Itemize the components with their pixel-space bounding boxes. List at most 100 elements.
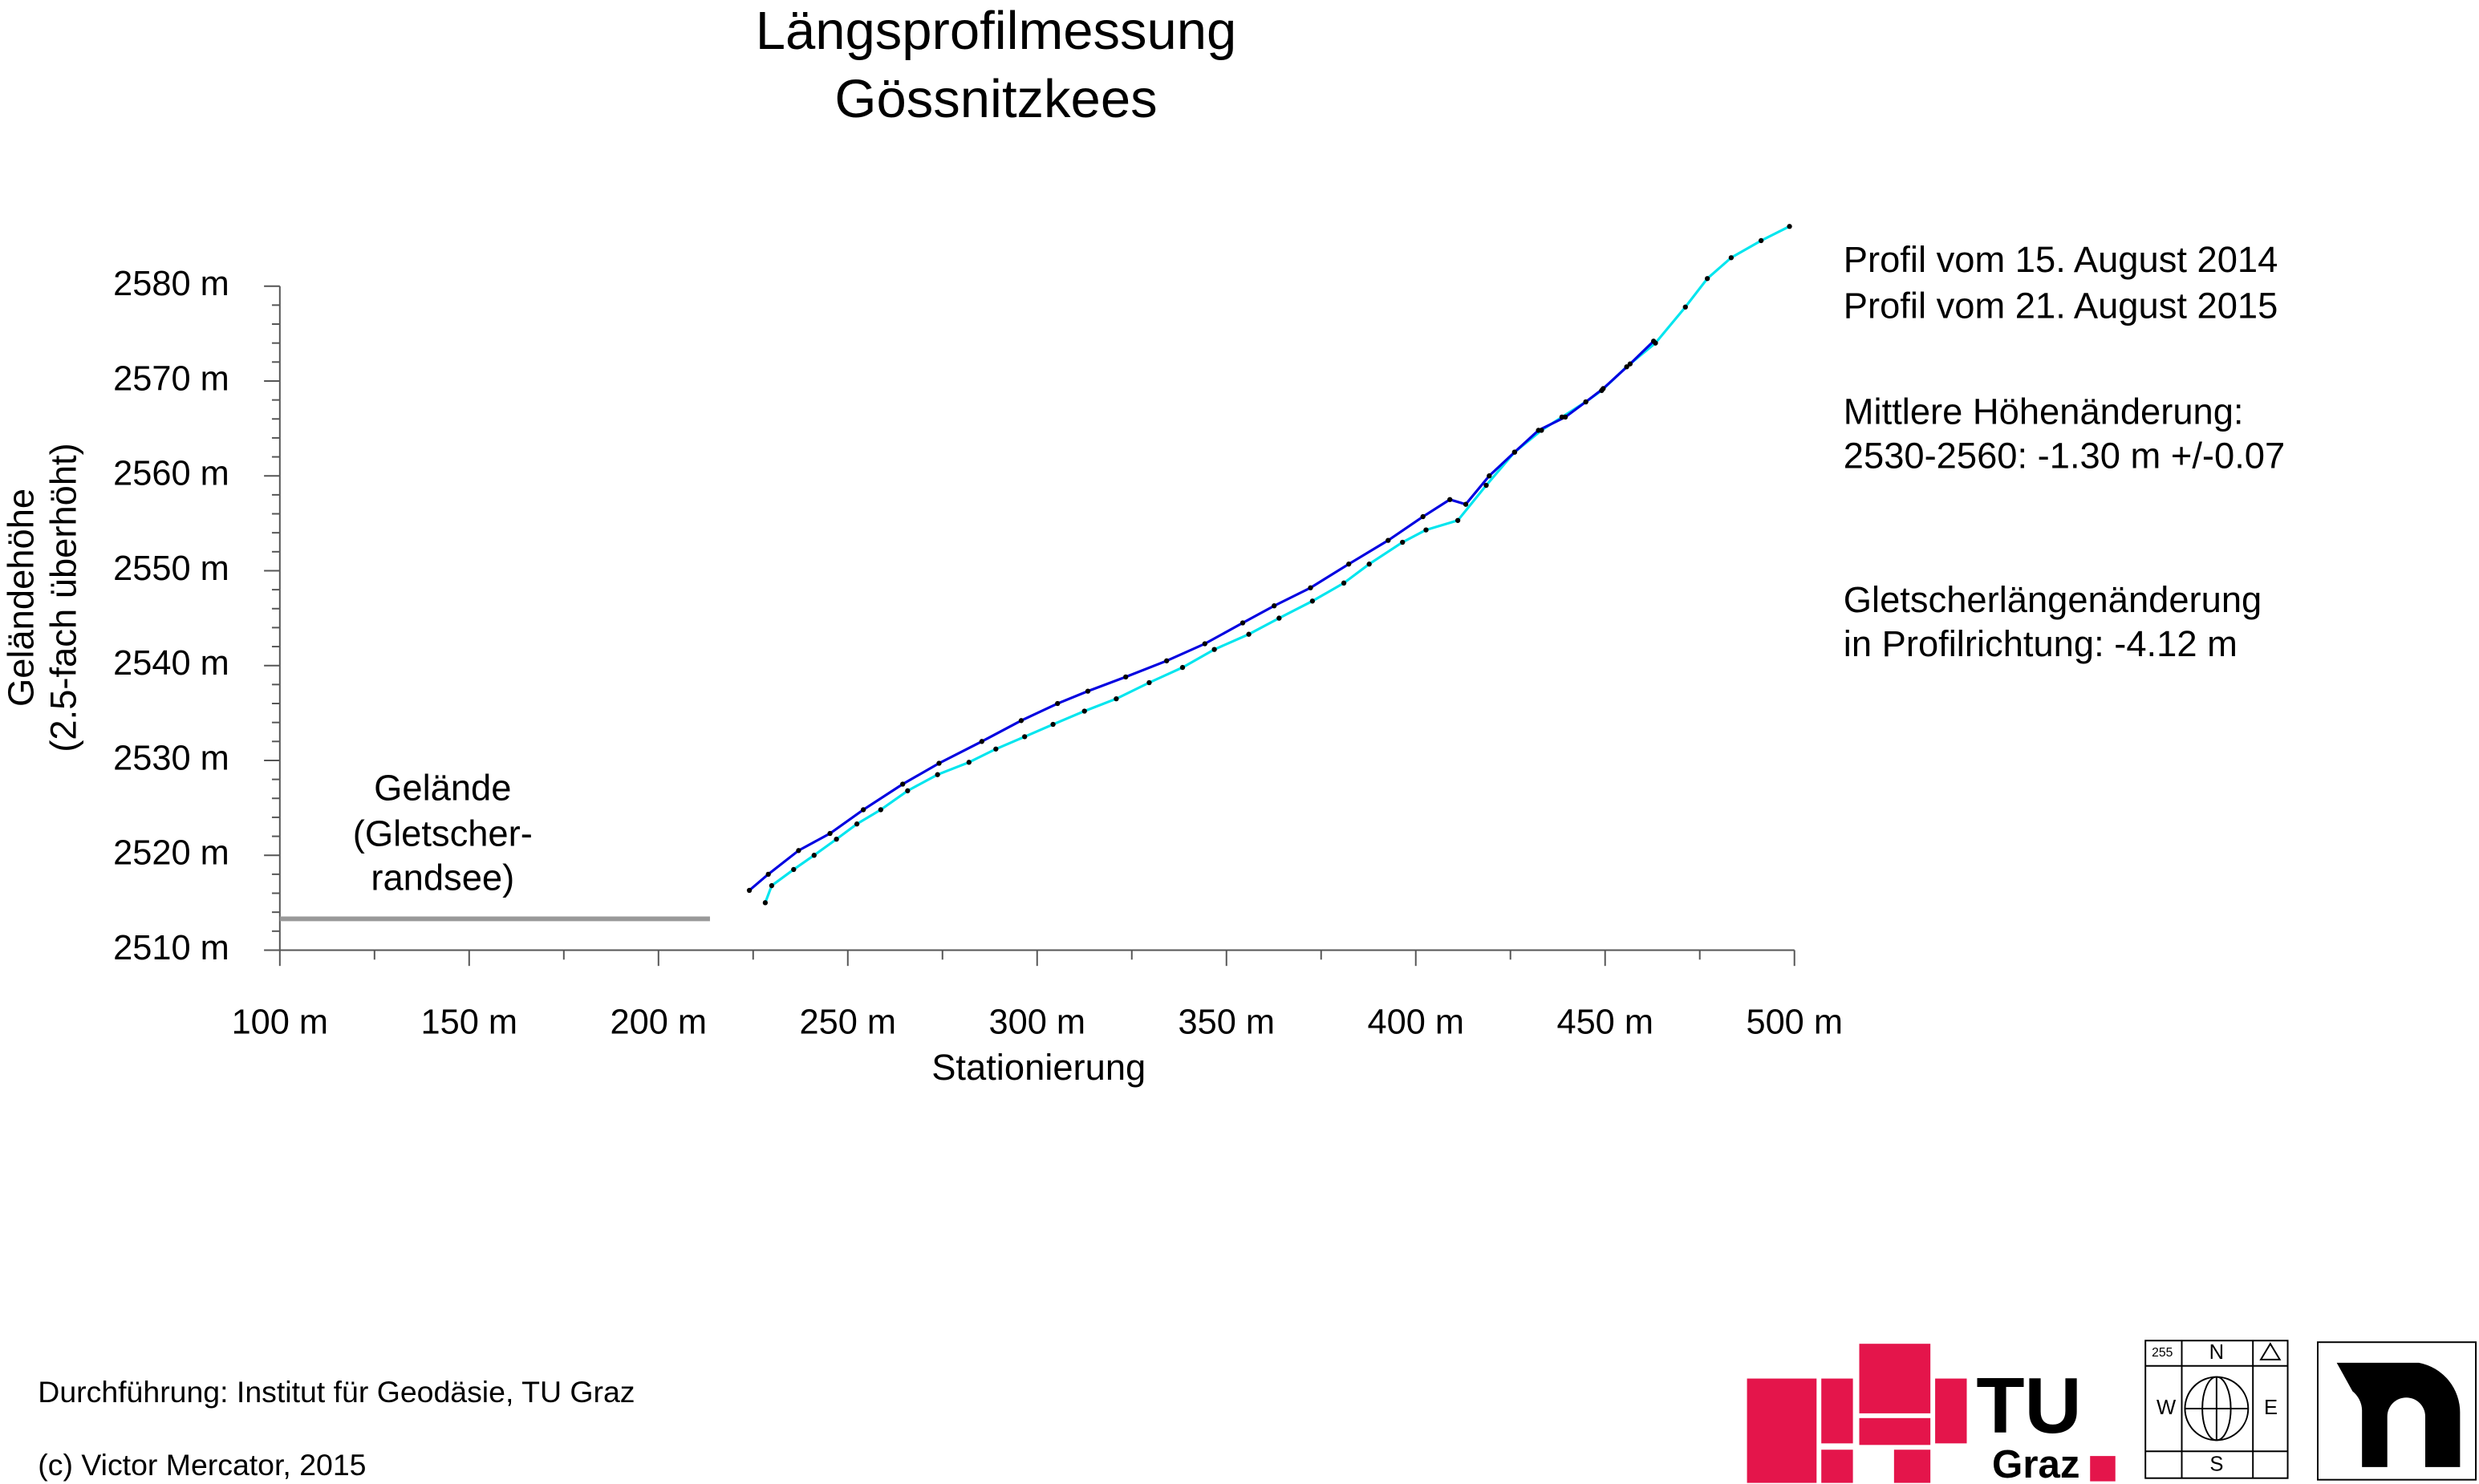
data-point [1624, 364, 1629, 370]
legend-entry: Profil vom 21. August 2015 [1844, 285, 2278, 326]
data-point [791, 866, 797, 873]
logo-block [1821, 1378, 1853, 1444]
logo-block [1747, 1378, 1817, 1483]
data-point [1211, 647, 1217, 652]
annotation: 2530-2560: -1.30 m +/-0.07 [1844, 436, 2285, 476]
data-point [1787, 224, 1792, 229]
data-point [1114, 695, 1119, 702]
data-point [1728, 255, 1734, 261]
data-point [1202, 641, 1207, 647]
data-point [979, 739, 985, 744]
logo-block [1893, 1450, 1931, 1483]
data-point [1599, 387, 1605, 393]
data-point [1627, 361, 1633, 367]
y-tick-label: 2570 m [113, 359, 229, 398]
data-point [811, 853, 817, 858]
x-tick-label: 250 m [800, 1004, 896, 1042]
logo-text: N [2209, 1341, 2224, 1364]
y-tick-label: 2580 m [113, 265, 229, 303]
data-point [769, 882, 775, 889]
data-point [1759, 237, 1764, 244]
annotation: Mittlere Höhenänderung: [1844, 391, 2244, 432]
x-axis-label: Stationierung [931, 1047, 1146, 1088]
logo-text: Graz [1992, 1442, 2079, 1484]
y-axis-label: (2.5-fach überhöht) [43, 443, 84, 752]
y-tick-label: 2510 m [113, 929, 229, 967]
data-point [1539, 428, 1544, 433]
data-point [878, 807, 883, 813]
data-point [1423, 527, 1429, 533]
terrain-label: (Gletscher- [353, 813, 533, 854]
compass-logo: 255 N W E S [2144, 1340, 2289, 1479]
data-point [935, 772, 940, 777]
data-point [834, 836, 839, 842]
x-tick-label: 100 m [232, 1004, 328, 1042]
data-point [1308, 585, 1313, 590]
logo-text: W [2156, 1397, 2177, 1419]
tu-graz-logo: TU Graz [1747, 1344, 2116, 1484]
x-tick-label: 350 m [1179, 1004, 1275, 1042]
legend-entry: Profil vom 15. August 2014 [1844, 239, 2278, 280]
y-axis-label: Geländehöhe [1, 489, 42, 707]
data-point [1179, 664, 1186, 671]
data-point [765, 871, 771, 878]
data-point [1704, 276, 1710, 282]
data-point [1511, 449, 1518, 455]
chart-title: Längsprofilmessung [756, 1, 1237, 61]
annotation: Gletscherlängenänderung [1844, 579, 2262, 620]
data-point [1146, 679, 1152, 686]
data-point [1400, 539, 1406, 545]
footer: (c) Victor Mercator, 2015 [38, 1448, 366, 1482]
x-tick-label: 300 m [989, 1004, 1085, 1042]
logo-block [1821, 1450, 1853, 1483]
data-point [854, 821, 860, 827]
series-line [749, 340, 1655, 892]
footer: Durchführung: Institut für Geodäsie, TU … [38, 1375, 635, 1409]
data-point [1123, 674, 1129, 680]
data-point [1653, 340, 1658, 346]
logo-dot [2400, 1399, 2416, 1415]
logo-triangle [2259, 1342, 2282, 1360]
data-point [1276, 615, 1282, 621]
logo-text: TU [1976, 1361, 2081, 1450]
data-point [905, 788, 911, 793]
logo-block [2090, 1456, 2116, 1482]
data-point [1081, 708, 1087, 714]
data-point [1559, 414, 1565, 420]
data-point [936, 760, 942, 766]
logo-frame [2144, 1340, 2289, 1479]
annotation: in Profilrichtung: -4.12 m [1844, 623, 2238, 664]
data-point [1447, 497, 1453, 502]
data-point [827, 830, 833, 837]
data-point [1022, 734, 1028, 740]
y-tick-label: 2550 m [113, 549, 229, 588]
logo-text: E [2264, 1397, 2278, 1419]
data-point [1682, 304, 1688, 310]
data-point [1341, 580, 1347, 586]
data-point [1309, 598, 1316, 604]
logo-text: 255 [2152, 1346, 2173, 1360]
data-point [1483, 482, 1489, 489]
data-point [1420, 513, 1426, 520]
data-point [1055, 700, 1061, 707]
data-point [900, 781, 906, 787]
terrain-label: Gelände [374, 767, 511, 808]
data-point [966, 760, 972, 765]
data-point [746, 887, 753, 894]
data-point [1346, 562, 1352, 567]
x-tick-label: 200 m [611, 1004, 707, 1042]
data-point [1272, 603, 1277, 609]
x-tick-label: 450 m [1556, 1004, 1653, 1042]
data-point [993, 746, 999, 752]
data-point [1583, 399, 1588, 405]
data-point [796, 848, 801, 854]
data-point [1018, 718, 1024, 724]
logo-text: S [2209, 1454, 2223, 1476]
data-point [1366, 562, 1372, 567]
y-tick-label: 2520 m [113, 834, 229, 873]
logo-block [1859, 1344, 1931, 1413]
data-point [1085, 688, 1091, 694]
y-tick-label: 2540 m [113, 644, 229, 683]
